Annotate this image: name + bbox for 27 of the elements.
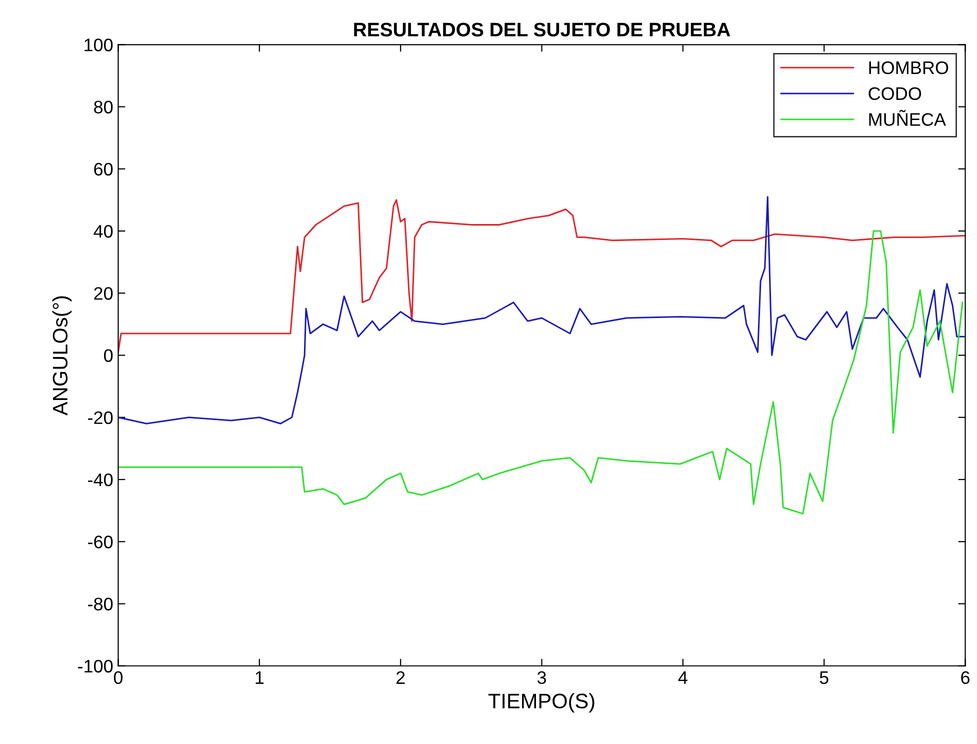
- legend-label: HOMBRO: [869, 61, 948, 74]
- x-tick-label: 6: [961, 671, 970, 684]
- y-tick-label: -80: [88, 598, 113, 610]
- y-tick-label: -60: [88, 536, 113, 548]
- x-tick-label: 0: [114, 671, 123, 684]
- chart-title: RESULTADOS DEL SUJETO DE PRUEBA: [354, 22, 730, 36]
- y-tick-label: 60: [94, 162, 113, 176]
- legend-label: CODO: [868, 87, 922, 100]
- x-tick-label: 1: [256, 671, 264, 684]
- y-tick-label: 0: [104, 349, 113, 362]
- y-tick-label: -100: [78, 660, 113, 673]
- y-tick-label: 20: [94, 287, 113, 300]
- legend-label: MUÑECA: [869, 110, 946, 126]
- y-tick-label: -20: [88, 411, 113, 424]
- line-series: [118, 199, 966, 353]
- line-series: [118, 230, 964, 514]
- x-tick-label: 5: [820, 671, 828, 684]
- x-tick-label: 4: [678, 671, 688, 684]
- line-series: [118, 196, 965, 424]
- y-tick-label: 100: [84, 38, 113, 52]
- y-tick-label: 40: [94, 224, 113, 238]
- x-tick-label: 2: [396, 671, 405, 684]
- y-tick-label: 80: [94, 100, 113, 114]
- y-axis-title: ANGULOs(°): [52, 296, 72, 416]
- y-tick-label: -40: [88, 473, 113, 486]
- x-axis-title: TIEMPO(S): [488, 693, 594, 713]
- x-tick-label: 3: [537, 671, 546, 684]
